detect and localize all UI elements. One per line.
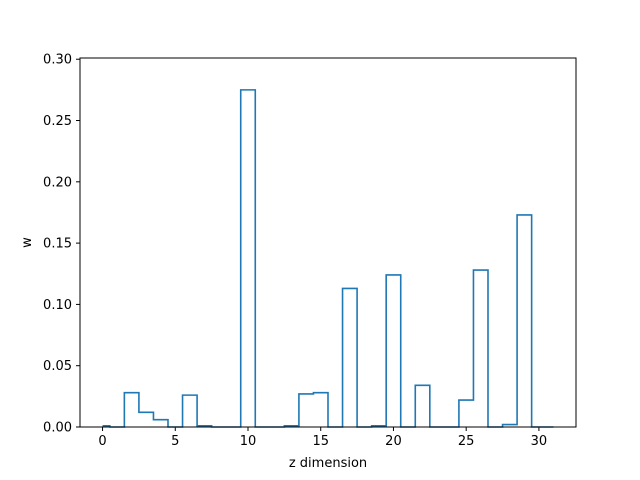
y-axis-label: w <box>20 237 35 248</box>
x-axis-label: z dimension <box>289 456 367 471</box>
y-tick-label: 0.00 <box>43 421 72 436</box>
x-tick-label: 15 <box>312 434 329 449</box>
x-tick-label: 25 <box>458 434 475 449</box>
y-tick-label: 0.05 <box>43 359 72 374</box>
y-tick-label: 0.25 <box>43 114 72 129</box>
series-step-line <box>102 89 554 428</box>
x-tick-label: 10 <box>240 434 257 449</box>
plot-frame <box>79 57 577 428</box>
y-tick-label: 0.20 <box>43 175 72 190</box>
x-tick-label: 0 <box>98 434 106 449</box>
y-tick-label: 0.15 <box>43 237 72 252</box>
x-tick-label: 30 <box>531 434 548 449</box>
y-tick-label: 0.30 <box>43 53 72 68</box>
x-tick-label: 5 <box>171 434 179 449</box>
x-axis-ticks: 0 5 10 15 20 25 30 <box>98 427 547 449</box>
x-tick-label: 20 <box>385 434 402 449</box>
y-axis-ticks: 0.00 0.05 0.10 0.15 0.20 0.25 0.30 <box>43 53 80 436</box>
y-tick-label: 0.10 <box>43 298 72 313</box>
